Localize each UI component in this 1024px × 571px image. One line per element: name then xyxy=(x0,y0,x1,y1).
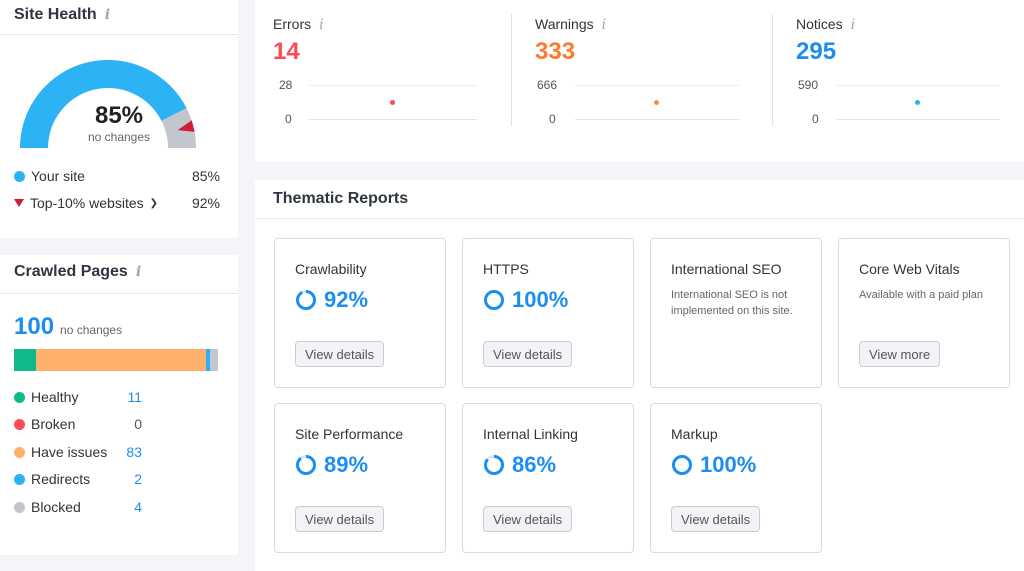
divider xyxy=(0,34,238,35)
legend-top10[interactable]: Top-10% websites ❯ 92% xyxy=(14,195,220,211)
view-details-button[interactable]: View details xyxy=(483,506,573,532)
view-more-button[interactable]: View more xyxy=(859,341,941,367)
view-details-button[interactable]: View details xyxy=(295,506,385,532)
legend-your-site: Your site 85% xyxy=(14,168,220,184)
crawled-row-have-issues[interactable]: Have issues 83 xyxy=(14,444,142,460)
warnings-count: 333 xyxy=(535,38,576,65)
site-health-title: Site Health i xyxy=(14,6,111,23)
broken-dot-icon xyxy=(14,418,25,430)
crawled-pages-stacked-bar xyxy=(14,349,218,371)
triangle-icon xyxy=(14,199,24,207)
view-details-button[interactable]: View details xyxy=(483,341,573,367)
your-site-dot-icon xyxy=(14,170,25,182)
site-health-percent: 85% xyxy=(94,102,144,129)
info-icon[interactable]: i xyxy=(135,264,142,280)
top10-marker-icon xyxy=(177,120,195,132)
stack-segment-healthy xyxy=(14,349,37,371)
notices-column[interactable]: Notices i 295 590 0 xyxy=(778,14,1018,126)
info-icon[interactable]: i xyxy=(104,7,111,23)
info-icon[interactable]: i xyxy=(601,17,607,33)
crawled-pages-total[interactable]: 100 no changes xyxy=(14,313,123,340)
report-note: International SEO is not implemented on … xyxy=(671,289,793,317)
thematic-reports-title: Thematic Reports xyxy=(273,190,409,207)
redirects-dot-icon xyxy=(14,473,25,485)
report-crawlability: Crawlability 92% View details xyxy=(274,238,446,388)
crawled-pages-card: Crawled Pages i 100 no changes Healthy 11 … xyxy=(0,255,238,555)
stack-segment-redirects xyxy=(205,349,210,371)
view-details-button[interactable]: View details xyxy=(295,341,385,367)
chevron-down-icon[interactable]: ❯ xyxy=(149,197,159,209)
stack-segment-have-issues xyxy=(36,349,206,371)
report-core-web-vitals: Core Web Vitals Available with a paid pl… xyxy=(838,238,1010,388)
have-issues-dot-icon xyxy=(14,446,25,458)
errors-column[interactable]: Errors i 14 28 0 xyxy=(255,14,495,126)
crawled-row-blocked[interactable]: Blocked 4 xyxy=(14,499,142,515)
info-icon[interactable]: i xyxy=(850,17,856,33)
site-health-gauge xyxy=(20,60,196,149)
progress-ring-icon xyxy=(296,455,316,475)
report-note: Available with a paid plan xyxy=(859,289,983,301)
report-site-performance: Site Performance 89% View details xyxy=(274,403,446,553)
progress-ring-icon xyxy=(296,290,316,310)
info-icon[interactable]: i xyxy=(319,17,324,33)
site-health-card: Site Health i 85% no changes Your site 85… xyxy=(0,0,238,238)
report-internal-linking: Internal Linking 86% View details xyxy=(462,403,634,553)
progress-ring-icon xyxy=(484,455,504,475)
issues-card: Errors i 14 28 0 Warnings i 333 666 0 Noti… xyxy=(255,0,1024,162)
view-details-button[interactable]: View details xyxy=(671,506,761,532)
divider xyxy=(255,218,1024,219)
progress-ring-icon xyxy=(672,455,692,475)
site-health-subtitle: no changes xyxy=(87,130,151,144)
crawled-pages-title: Crawled Pages i xyxy=(14,263,142,280)
crawled-row-healthy[interactable]: Healthy 11 xyxy=(14,389,142,405)
report-international-seo: International SEO International SEO is n… xyxy=(650,238,822,388)
warnings-point xyxy=(654,100,659,105)
thematic-reports-card: Thematic Reports Crawlability 92% View d… xyxy=(255,180,1024,571)
stack-segment-blocked xyxy=(209,349,218,371)
blocked-dot-icon xyxy=(14,501,25,513)
errors-point xyxy=(390,100,395,105)
notices-point xyxy=(915,100,920,105)
report-https: HTTPS 100% View details xyxy=(462,238,634,388)
axis-min: 0 xyxy=(285,112,292,126)
axis-min: 0 xyxy=(812,112,819,126)
crawled-row-redirects[interactable]: Redirects 2 xyxy=(14,471,142,487)
axis-max: 590 xyxy=(798,78,819,92)
axis-max: 666 xyxy=(537,78,558,92)
crawled-row-broken: Broken 0 xyxy=(14,416,142,432)
report-markup: Markup 100% View details xyxy=(650,403,822,553)
warnings-column[interactable]: Warnings i 333 666 0 xyxy=(517,14,757,126)
axis-min: 0 xyxy=(549,112,556,126)
notices-count: 295 xyxy=(796,38,837,65)
divider xyxy=(0,293,238,294)
healthy-dot-icon xyxy=(14,391,25,403)
errors-count: 14 xyxy=(273,38,300,65)
axis-max: 28 xyxy=(279,78,293,92)
progress-ring-icon xyxy=(484,290,504,310)
